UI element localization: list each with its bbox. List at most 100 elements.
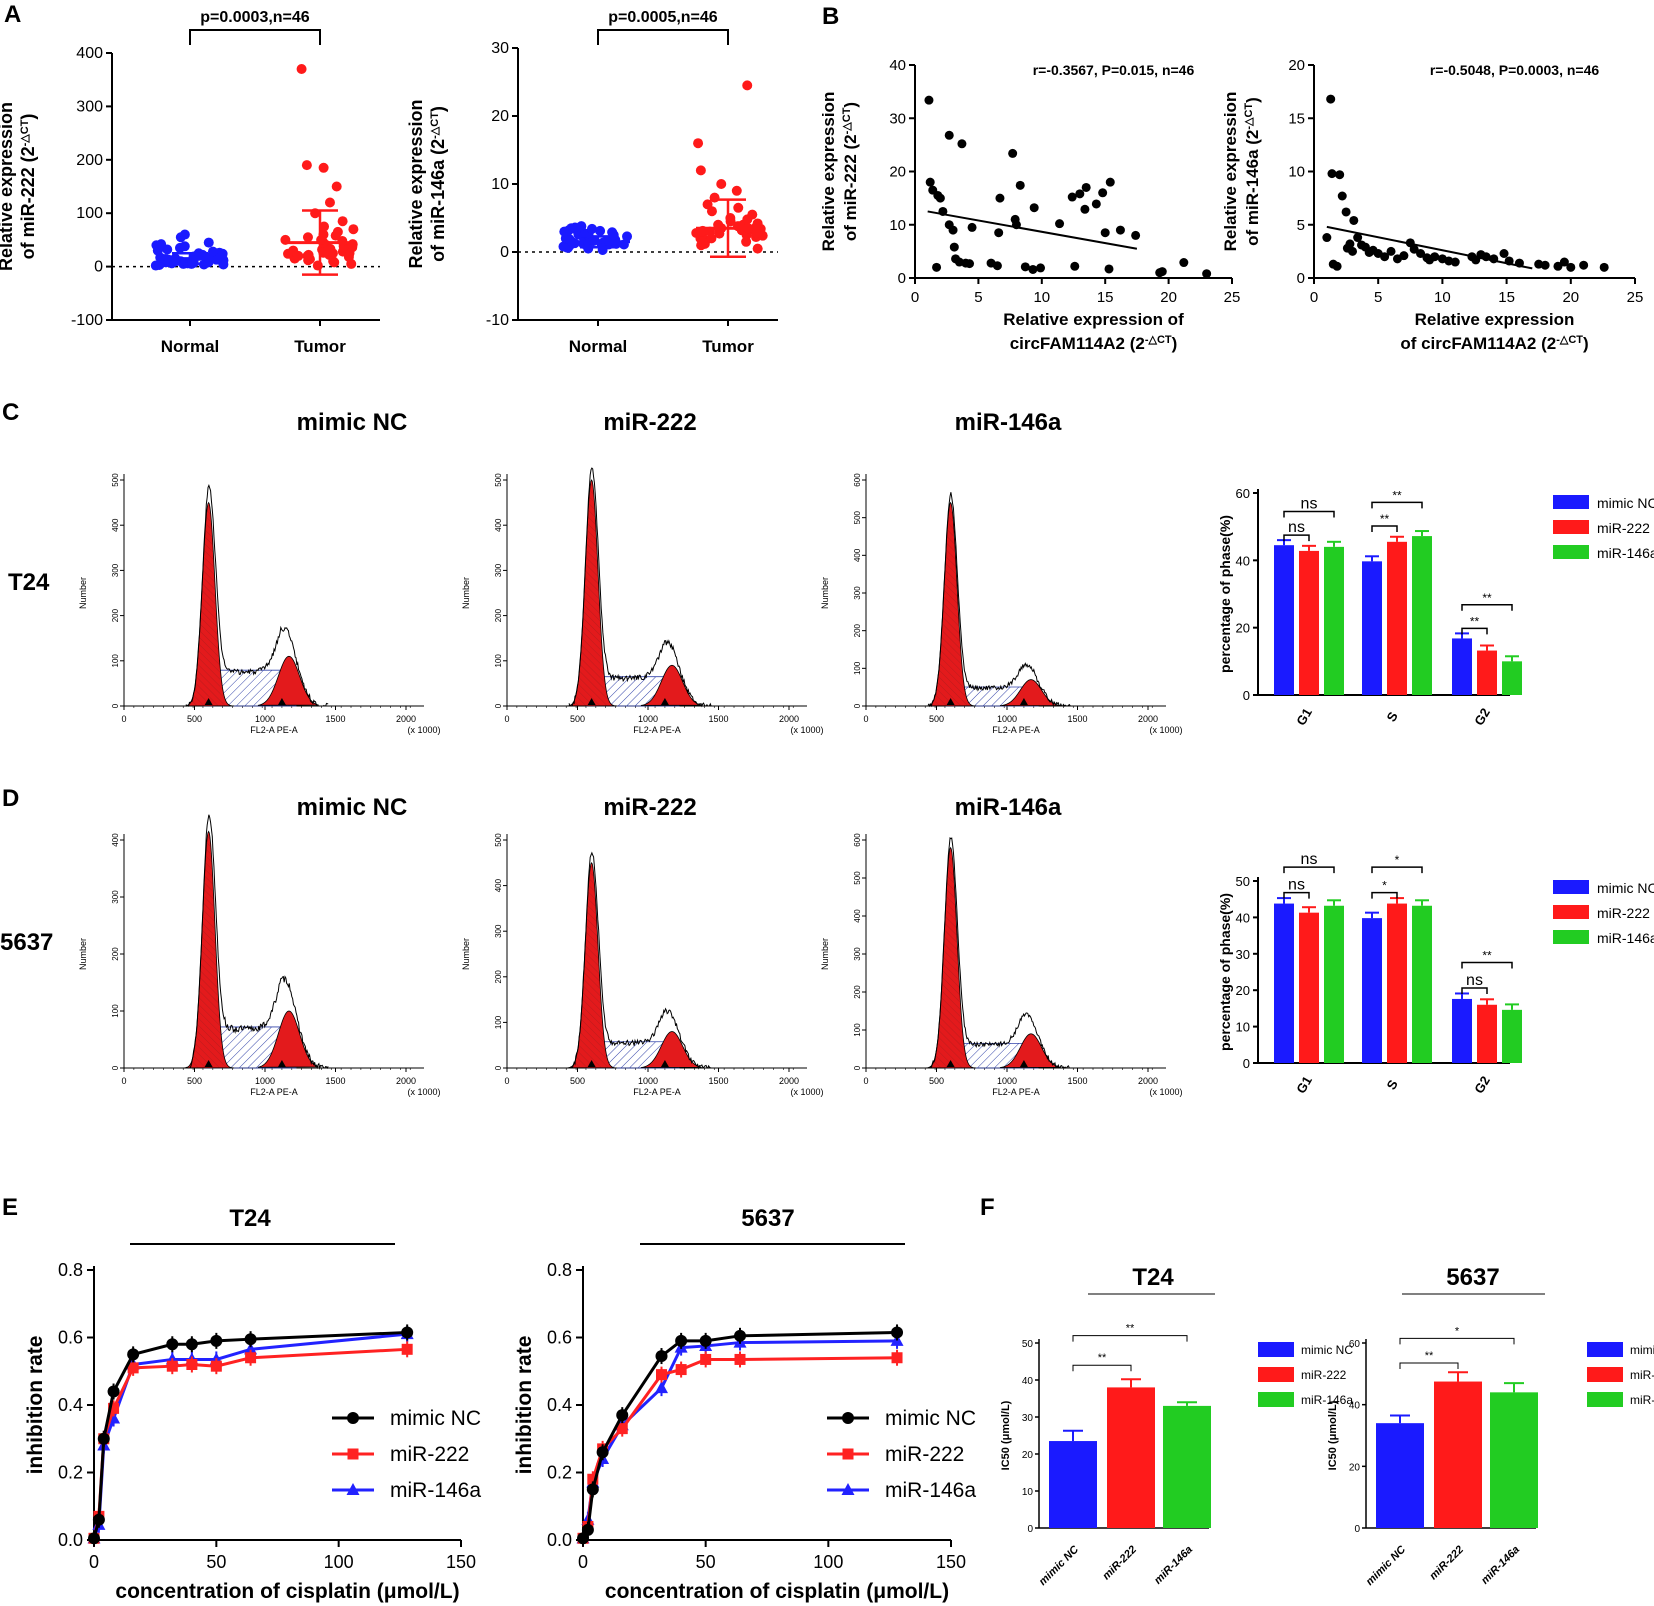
legend-swatch (1553, 905, 1589, 919)
y-axis-title: percentage of phase(%) (1217, 893, 1233, 1051)
x-tick-label: 5 (1374, 289, 1382, 306)
y-tick-label: 30 (1022, 1413, 1034, 1424)
column-title-mir-146a: miR-146a (955, 409, 1062, 436)
legend-swatch (1258, 1392, 1294, 1407)
flow-y-tick-label: 200 (111, 947, 120, 961)
category-label-normal: Normal (161, 337, 220, 356)
data-point (752, 218, 763, 229)
data-point (108, 1402, 120, 1414)
flow-g1-overlap (567, 862, 617, 1068)
data-point (203, 237, 214, 248)
legend-swatch (1553, 495, 1589, 509)
flow-y-tick-label: 400 (111, 518, 120, 532)
category-label-g2: G2 (1471, 1073, 1493, 1096)
flow-y-tick-label: 200 (494, 970, 503, 984)
legend-swatch (1553, 545, 1589, 559)
flow-y-tick-label: 500 (853, 510, 862, 524)
data-point (935, 193, 945, 203)
y-tick-label: -100 (71, 312, 103, 329)
data-point (1055, 219, 1065, 229)
flow-g1-marker (204, 698, 213, 705)
data-point (965, 259, 975, 269)
y-tick-label: 50 (1236, 874, 1250, 889)
data-point (92, 1513, 105, 1526)
flow-x-tick-label: 500 (570, 714, 585, 724)
bar (1387, 903, 1407, 1063)
data-point (616, 1423, 628, 1435)
flow-x-tick-label: 0 (504, 1076, 509, 1086)
flow-y-tick-label: 300 (853, 947, 862, 961)
series-line-0 (92, 1330, 408, 1539)
flow-y-axis-title: Number (820, 577, 830, 609)
y-tick-label: 40 (1022, 1376, 1034, 1387)
flow-y-tick-label: 0 (111, 1065, 120, 1070)
flow-g1-overlap (184, 831, 234, 1068)
legend-swatch (1587, 1342, 1623, 1357)
flow-x-tick-label: 1000 (255, 714, 275, 724)
flow-y-tick-label: 400 (111, 833, 120, 847)
data-point (747, 209, 758, 220)
data-point (596, 1446, 609, 1459)
flow-x-tick-label: 1500 (325, 714, 345, 724)
data-point (1559, 257, 1569, 267)
x-tick-label: 10 (1434, 289, 1451, 306)
y-tick-label: 30 (889, 110, 906, 127)
flow-y-axis-title: Number (820, 938, 830, 970)
significance-bracket (1072, 1335, 1188, 1342)
flow-x-tick-label: 500 (929, 1076, 944, 1086)
panel-label-b: B (822, 3, 839, 30)
flow-x-tick-label: 0 (863, 1076, 868, 1086)
flow-y-tick-label: 600 (853, 833, 862, 847)
series-line-2 (581, 1339, 898, 1539)
flow-x-tick-label: 500 (187, 1076, 202, 1086)
significance-bracket (1371, 866, 1423, 874)
x-axis-title-line2: of circFAM114A2 (2-△CT) (1400, 334, 1588, 353)
y-tick-label: 0.0 (547, 1530, 572, 1550)
data-point (301, 160, 312, 171)
y-axis-title: inhibition rate (513, 1336, 536, 1475)
category-label-s: S (1383, 709, 1400, 724)
data-point (302, 232, 313, 243)
bar (1274, 903, 1294, 1063)
column-title-mimic-nc: mimic NC (297, 794, 408, 821)
x-tick-label: 10 (1033, 289, 1050, 306)
flow-g2-marker (277, 698, 286, 705)
flow-x-tick-label: 2000 (396, 1076, 416, 1086)
column-title-mir-222: miR-222 (603, 794, 696, 821)
flow-y-tick-label: 400 (853, 909, 862, 923)
data-point (1029, 203, 1039, 213)
flow-x-axis-title: FL2-A PE-A (633, 725, 681, 735)
legend-swatch (1553, 880, 1589, 894)
flow-g1-marker (946, 1060, 955, 1067)
data-point (622, 231, 633, 242)
data-point (1349, 215, 1359, 225)
data-point (1100, 228, 1110, 238)
flow-y-tick-label: 0 (494, 703, 503, 708)
flow-x-tick-label: 0 (121, 1076, 126, 1086)
data-point (348, 224, 359, 235)
data-point (1425, 255, 1435, 265)
significance-bracket (1283, 891, 1310, 899)
legend-label: mimic NC (1630, 1343, 1654, 1357)
flow-y-tick-label: 300 (111, 563, 120, 577)
category-label: mimic NC (1364, 1543, 1409, 1588)
data-point (581, 1523, 594, 1536)
data-point (210, 1334, 223, 1347)
flow-y-tick-label: 400 (494, 518, 503, 532)
data-point (1008, 148, 1018, 158)
data-point (1067, 192, 1077, 202)
data-point (1036, 263, 1046, 273)
data-point (1020, 262, 1030, 272)
flow-x-unit: (x 1000) (1149, 725, 1182, 735)
significance-bracket (1461, 961, 1513, 969)
flow-x-unit: (x 1000) (407, 725, 440, 735)
flow-x-unit: (x 1000) (790, 725, 823, 735)
data-point (324, 197, 335, 208)
panel-label-a: A (4, 1, 21, 28)
legend-swatch (1587, 1367, 1623, 1382)
correlation-annotation: r=-0.5048, P=0.0003, n=46 (1430, 62, 1600, 78)
flow-x-tick-label: 2000 (1138, 1076, 1158, 1086)
data-point (1098, 188, 1108, 198)
significance-bracket (597, 29, 729, 45)
flow-x-tick-label: 500 (187, 714, 202, 724)
